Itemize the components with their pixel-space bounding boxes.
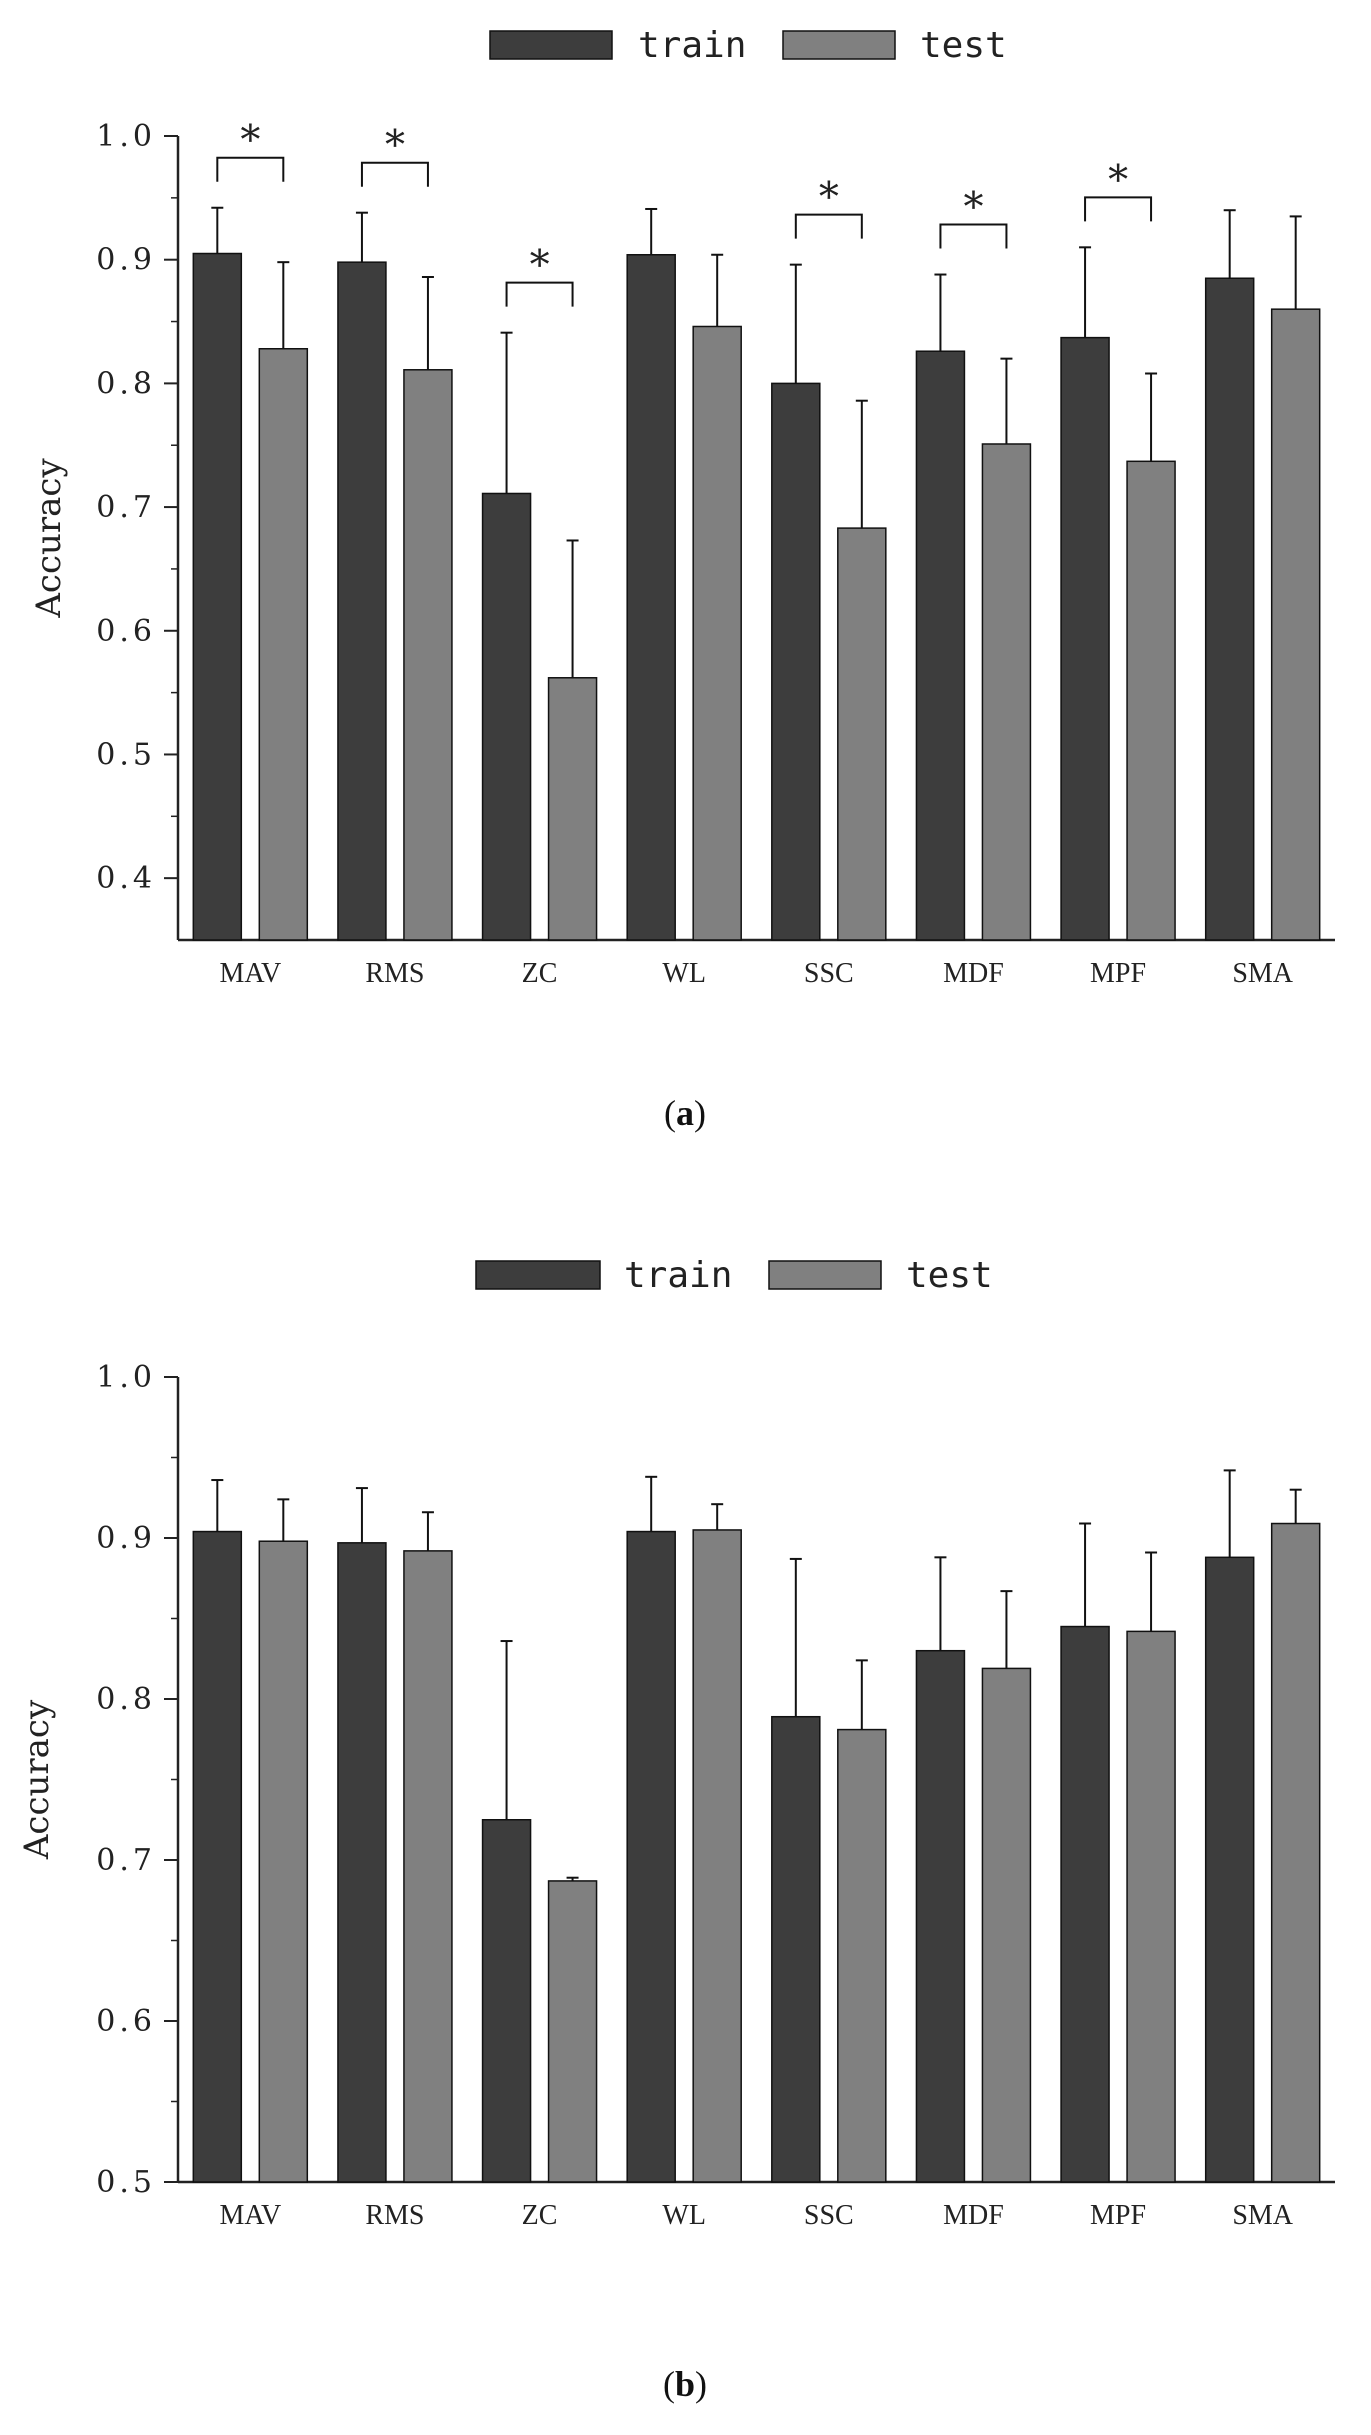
y-tick-label: 0.6 [96,614,156,649]
bar-test [1126,1630,1176,2183]
x-tick-label: SSC [804,958,854,989]
y-tick-label: 1.0 [96,1360,156,1395]
y-tick-label: 0.5 [96,737,156,772]
x-tick-label: MAV [219,958,281,989]
bar-train [481,1819,532,2183]
x-tick-label: SMA [1232,958,1293,989]
bar-test [1126,460,1176,941]
bar-train [771,382,821,941]
significance-marker: * [819,175,839,221]
bar-train [1204,277,1255,941]
x-tick-label: ZC [522,2200,558,2231]
bar-train [1060,336,1110,941]
bar-test [547,677,598,941]
legend-label-test: test [920,25,1007,66]
bar-test [1270,308,1321,941]
bar-test [258,1540,309,2183]
x-tick-label: MAV [219,2200,281,2231]
x-tick-label: RMS [365,958,424,989]
bar-train [481,492,532,941]
x-tick-label: MPF [1090,958,1146,989]
legend-swatch-test [768,1260,882,1290]
bar-test [981,1667,1032,2183]
legend-swatch-test [782,30,896,60]
bar-train [771,1715,821,2183]
x-tick-label: RMS [365,2200,424,2231]
x-tick-label: WL [662,958,706,989]
y-tick-label: 0.9 [96,243,156,278]
legend-label-test: test [906,1255,993,1296]
x-tick-label: WL [662,2200,706,2231]
significance-marker: * [1108,157,1128,203]
bar-train [915,1649,966,2183]
legend-swatch-train [489,30,613,60]
y-tick-label: 1.0 [96,119,156,154]
panel-caption: (b) [663,2364,707,2404]
x-tick-label: MDF [943,2200,1004,2231]
bar-test [258,348,309,941]
y-axis-label: Accuracy [29,458,69,619]
significance-marker: * [530,243,550,289]
legend-label-train: train [624,1255,732,1296]
bar-train [337,261,387,941]
significance-marker: * [963,185,983,231]
y-tick-label: 0.8 [96,1682,156,1717]
x-tick-label: ZC [522,958,558,989]
y-tick-label: 0.7 [96,490,156,525]
bar-train [626,1530,676,2183]
significance-bracket [794,213,863,239]
bar-test [692,325,742,941]
significance-bracket [939,223,1008,249]
legend-swatch-train [475,1260,601,1290]
bar-test [1270,1522,1321,2183]
significance-marker: * [240,118,260,164]
panel-caption-letter: a [676,1093,694,1133]
bar-train [1060,1625,1110,2183]
x-tick-label: SMA [1232,2200,1293,2231]
chart-panel-a: train test 1.0 0.9 0.8 0.7 0.6 0.5 0.4 Accuracy MA… [29,25,1335,1133]
bar-test [837,527,887,941]
panel-caption-letter: b [675,2364,695,2404]
x-tick-label: SSC [804,2200,854,2231]
y-tick-label: 0.4 [96,861,156,896]
bar-test [837,1728,887,2183]
chart-panel-b: train test 1.0 0.9 0.8 0.7 0.6 0.5 Accuracy MAV RM… [17,1255,1335,2404]
y-tick-label: 0.7 [96,1843,156,1878]
bar-train [1204,1556,1255,2183]
bar-test [403,1550,453,2183]
bar-test [981,443,1032,941]
bar-train [337,1542,387,2183]
x-tick-label: MDF [943,958,1004,989]
y-tick-label: 0.8 [96,366,156,401]
legend-label-train: train [638,25,746,66]
bar-train [192,1530,243,2183]
significance-bracket [1084,196,1153,222]
y-tick-label: 0.5 [96,2165,156,2200]
bar-train [192,252,243,941]
bar-train [915,350,966,941]
bar-test [692,1529,742,2183]
significance-marker: * [385,123,405,169]
significance-bracket [360,161,429,187]
y-axis-label: Accuracy [17,1699,57,1860]
y-tick-label: 0.6 [96,2004,156,2039]
bar-test [547,1880,598,2183]
bar-train [626,253,676,941]
significance-bracket [505,281,574,307]
y-tick-label: 0.9 [96,1521,156,1556]
significance-bracket [216,156,285,182]
panel-caption: (a) [664,1093,706,1133]
bar-test [403,369,453,941]
x-tick-label: MPF [1090,2200,1146,2231]
